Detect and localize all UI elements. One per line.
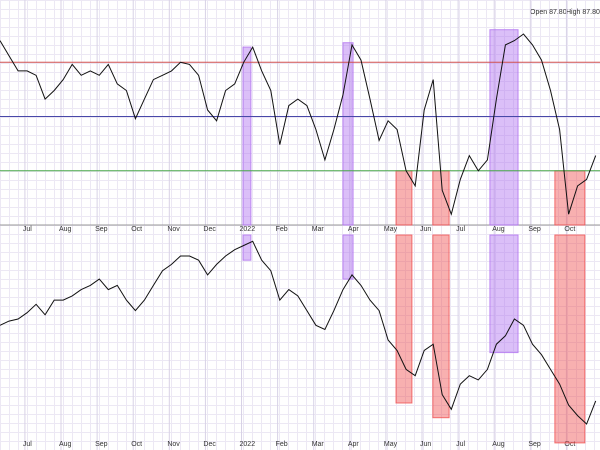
highlight	[395, 234, 413, 404]
x-tick-label: Aug	[492, 226, 505, 233]
highlight	[242, 234, 252, 261]
x-tick-label: Sep	[95, 441, 108, 448]
x-tick-label: Sep	[95, 226, 108, 233]
price-line	[0, 240, 597, 425]
highlight	[554, 170, 586, 226]
x-tick-label: May	[384, 441, 398, 448]
x-tick-label: Oct	[564, 441, 575, 448]
x-tick-label: Nov	[167, 226, 180, 233]
x-tick-label: Dec	[203, 226, 216, 233]
x-tick-label: Jun	[420, 226, 431, 233]
x-tick-label: Aug	[492, 441, 505, 448]
x-tick-label: Jun	[420, 441, 431, 448]
highlight	[342, 234, 354, 280]
highlight	[489, 29, 519, 226]
x-tick-label: Oct	[131, 226, 142, 233]
x-tick-label: Nov	[167, 441, 180, 448]
x-tick-label: Dec	[203, 441, 216, 448]
highlight	[489, 234, 519, 354]
x-tick-label: Aug	[59, 441, 72, 448]
indicator-line	[0, 33, 597, 216]
x-tick-label: 2022	[240, 226, 256, 233]
x-tick-label: Apr	[348, 226, 360, 233]
x-tick-label: Sep	[528, 441, 541, 448]
highlight	[554, 234, 586, 444]
x-tick-label: 2022	[240, 441, 256, 448]
x-tick-label: Aug	[59, 226, 72, 233]
x-tick-label: Jul	[23, 226, 32, 233]
x-tick-label: Feb	[276, 226, 288, 233]
x-tick-label: Feb	[276, 441, 288, 448]
highlight	[342, 42, 354, 226]
x-tick-label: Jul	[23, 441, 32, 448]
x-tick-label: Oct	[131, 441, 142, 448]
open-label: Open 87.80	[530, 9, 567, 16]
x-tick-label: Jul	[456, 226, 465, 233]
high-label: High 87.80	[566, 9, 600, 16]
highlight	[395, 170, 413, 226]
x-tick-label: Apr	[348, 441, 360, 448]
highlight	[242, 46, 252, 226]
x-tick-label: Sep	[528, 226, 541, 233]
highlight	[432, 234, 450, 419]
x-tick-label: Jul	[456, 441, 465, 448]
x-tick-label: Oct	[564, 226, 575, 233]
x-tick-label: May	[384, 226, 398, 233]
x-tick-label: Mar	[312, 441, 325, 448]
x-tick-label: Mar	[312, 226, 325, 233]
